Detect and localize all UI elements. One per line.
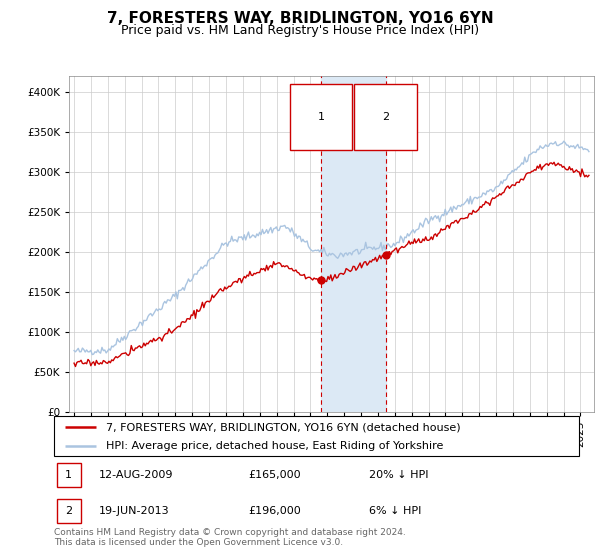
Text: 7, FORESTERS WAY, BRIDLINGTON, YO16 6YN: 7, FORESTERS WAY, BRIDLINGTON, YO16 6YN <box>107 11 493 26</box>
FancyBboxPatch shape <box>56 463 81 487</box>
Text: 6% ↓ HPI: 6% ↓ HPI <box>369 506 421 516</box>
Text: 12-AUG-2009: 12-AUG-2009 <box>98 470 173 480</box>
FancyBboxPatch shape <box>54 416 579 456</box>
Text: £196,000: £196,000 <box>248 506 301 516</box>
Text: 2: 2 <box>65 506 72 516</box>
Text: 1: 1 <box>65 470 72 480</box>
Text: HPI: Average price, detached house, East Riding of Yorkshire: HPI: Average price, detached house, East… <box>107 441 444 451</box>
FancyBboxPatch shape <box>56 499 81 524</box>
Text: 1: 1 <box>317 112 325 122</box>
Bar <box>321 76 386 412</box>
Text: Contains HM Land Registry data © Crown copyright and database right 2024.
This d: Contains HM Land Registry data © Crown c… <box>54 528 406 547</box>
Text: Price paid vs. HM Land Registry's House Price Index (HPI): Price paid vs. HM Land Registry's House … <box>121 24 479 36</box>
Text: 20% ↓ HPI: 20% ↓ HPI <box>369 470 428 480</box>
Text: £165,000: £165,000 <box>248 470 301 480</box>
Text: 7, FORESTERS WAY, BRIDLINGTON, YO16 6YN (detached house): 7, FORESTERS WAY, BRIDLINGTON, YO16 6YN … <box>107 422 461 432</box>
Text: 19-JUN-2013: 19-JUN-2013 <box>98 506 169 516</box>
Text: 2: 2 <box>382 112 389 122</box>
